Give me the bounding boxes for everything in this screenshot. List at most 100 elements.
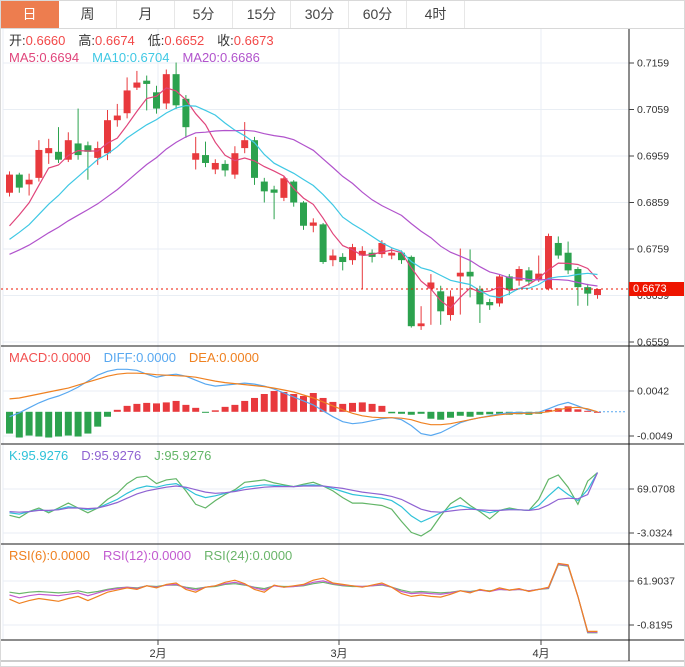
tab-30min[interactable]: 30分 (291, 1, 349, 28)
rsi6-line (9, 562, 598, 633)
rsi-header-item-rsi6: RSI(6):0.0000 (9, 548, 90, 563)
dea-value: 0.0000 (219, 350, 260, 365)
y-axis-label: -0.0049 (637, 431, 673, 443)
j-value: 95.9276 (164, 448, 212, 463)
x-axis-label: 4月 (532, 648, 549, 660)
ohlc-header: 开:0.6660 高:0.6674 低:0.6652 收:0.6673 (9, 33, 287, 48)
candle-body (74, 143, 82, 156)
macd-bar (349, 402, 356, 412)
candle-body (456, 272, 464, 277)
ohlc-2-value: 0.6652 (164, 33, 205, 48)
macd-bar (113, 409, 121, 412)
ma5-label: MA5: (9, 50, 40, 65)
k-line (9, 472, 599, 523)
tab-5min[interactable]: 5分 (175, 1, 233, 28)
ohlc-3-label: 收: (217, 33, 234, 48)
candle-body (143, 80, 151, 84)
macd-bar (94, 411, 102, 427)
macd-bar (319, 397, 327, 412)
candle-body (211, 162, 219, 170)
macd-bar (241, 400, 249, 412)
tab-month[interactable]: 月 (117, 1, 175, 28)
ohlc-0-label: 开: (9, 33, 26, 48)
ma5-value: 0.6694 (39, 50, 80, 65)
macd-bar (456, 411, 464, 416)
macd-header-item-macd_label: MACD:0.0000 (9, 350, 91, 365)
candle-body (104, 120, 111, 154)
macd-bar (486, 411, 494, 415)
ma-header-item-ma5: MA5:0.6694 (9, 50, 79, 65)
macd-bar (339, 403, 347, 412)
candle-body (162, 74, 170, 104)
kdj-header-item-j: J:95.9276 (154, 448, 211, 463)
ma-header: MA5:0.6694 MA10:0.6704 MA20:0.6686 (9, 50, 273, 65)
macd-bar (564, 406, 572, 412)
candle-body (6, 174, 13, 193)
macd-bar (300, 395, 307, 412)
macd-bar (594, 411, 601, 413)
macd-bar (545, 409, 552, 412)
candle-body (329, 255, 337, 261)
macd-bar (398, 411, 405, 414)
ma10-label: MA10: (92, 50, 130, 65)
tab-4hour[interactable]: 4时 (407, 1, 465, 28)
diff-value: 0.0000 (136, 350, 176, 365)
macd-bar (25, 411, 33, 436)
rsi12-label: RSI(12): (102, 548, 152, 563)
y-axis-label: 0.0042 (637, 386, 669, 398)
timeframe-tabbar: 日周月 5分 15分 30分 60分 4时 (1, 1, 684, 29)
ma20-label: MA20: (182, 50, 221, 65)
ohlc-header-item-2: 低:0.6652 (148, 33, 204, 48)
macd-bar (407, 411, 415, 415)
macd-bar (476, 411, 484, 415)
macd-bar (162, 402, 170, 412)
macd-bar (378, 405, 386, 412)
macd-bar (231, 404, 239, 412)
candle-body (25, 179, 33, 185)
ohlc-0-value: 0.6660 (25, 33, 66, 48)
candle-body (574, 268, 582, 288)
macd-bar (143, 402, 151, 412)
tab-15min[interactable]: 15分 (233, 1, 291, 28)
candle-body (231, 153, 239, 175)
macd-bar (388, 411, 396, 414)
candle-body (192, 153, 200, 160)
candle-body (153, 92, 160, 109)
candle-body (172, 74, 180, 106)
candle-body (447, 296, 454, 316)
ohlc-header-item-3: 收:0.6673 (217, 33, 273, 48)
candle-body (339, 256, 347, 263)
y-axis-label: 0.7059 (637, 104, 669, 116)
dea-label: DEA: (188, 350, 220, 365)
macd-bar (211, 410, 219, 412)
rsi24-value: 0.0000 (252, 548, 293, 563)
ma10-line (9, 104, 598, 299)
ohlc-header-item-1: 高:0.6674 (78, 33, 134, 48)
y-axis-label: 0.6759 (637, 244, 669, 256)
macd-bar (192, 407, 200, 412)
k-label: K: (9, 448, 22, 463)
macd-bar (358, 402, 366, 412)
macd-bar (15, 411, 23, 438)
candle-body (496, 276, 503, 304)
tab-day[interactable]: 日 (1, 1, 59, 28)
macd-bar (290, 393, 298, 412)
tab-60min[interactable]: 60分 (349, 1, 407, 28)
j-line (9, 472, 598, 537)
candle-body (378, 242, 386, 255)
macd-bar (45, 411, 53, 438)
d-line (9, 472, 599, 513)
tabbar-filler (465, 1, 684, 28)
macd-bar (584, 410, 592, 412)
ohlc-header-item-0: 开:0.6660 (9, 33, 65, 48)
candle-body (35, 149, 43, 178)
rsi-header-item-rsi12: RSI(12):0.0000 (103, 548, 191, 563)
rsi6-value: 0.0000 (50, 548, 90, 563)
tab-week[interactable]: 周 (59, 1, 117, 28)
rsi12-line (9, 563, 598, 633)
x-axis-label: 2月 (149, 648, 166, 660)
candle-body (476, 289, 484, 305)
candle-body (280, 178, 288, 198)
macd-bar (172, 400, 180, 412)
